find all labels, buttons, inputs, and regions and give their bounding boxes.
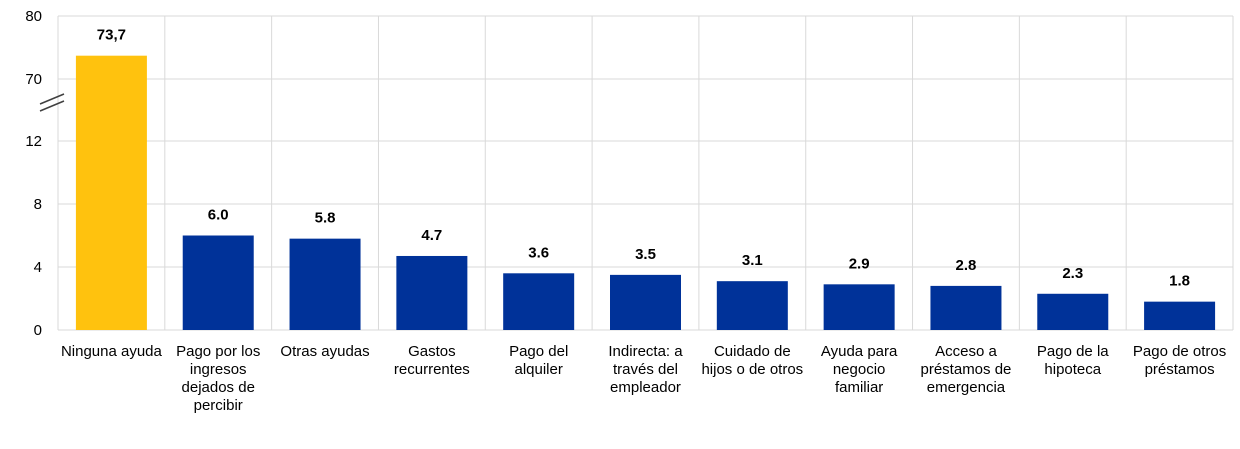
data-labels: 73,7 6.0 5.8 4.7 3.6 3.5 3.1 2.9 2.8 2.3 1.8 bbox=[97, 27, 1190, 290]
y-tick-label: 80 bbox=[25, 8, 42, 25]
bar bbox=[823, 284, 895, 330]
data-label: 5.8 bbox=[315, 210, 336, 227]
bar bbox=[289, 238, 361, 330]
bar bbox=[716, 281, 788, 330]
y-tick-label: 8 bbox=[34, 196, 42, 213]
bar bbox=[930, 285, 1002, 330]
data-label: 3.5 bbox=[635, 246, 656, 263]
data-label: 3.1 bbox=[742, 252, 763, 269]
x-tick-label: Ayuda para negocio familiar bbox=[820, 343, 898, 396]
x-tick-label: Gastos recurrentes bbox=[393, 343, 470, 378]
y-tick-label: 12 bbox=[25, 133, 42, 150]
y-tick-label: 70 bbox=[25, 71, 42, 88]
data-label: 1.8 bbox=[1169, 273, 1190, 290]
bar bbox=[1144, 301, 1216, 330]
data-label: 3.6 bbox=[528, 244, 549, 261]
data-label: 2.3 bbox=[1062, 265, 1083, 282]
x-tick-label: Pago de la hipoteca bbox=[1036, 343, 1109, 378]
data-label: 4.7 bbox=[421, 227, 442, 244]
bars-group bbox=[75, 55, 1216, 330]
bar bbox=[610, 274, 681, 330]
bar bbox=[503, 273, 575, 330]
x-tick-label: Cuidado de hijos o de otros bbox=[701, 343, 804, 378]
x-tick-label: Otras ayudas bbox=[280, 343, 370, 360]
y-tick-label: 4 bbox=[34, 259, 42, 276]
x-tick-label: Indirecta: a través del empleador bbox=[608, 343, 683, 396]
y-axis-ticks: 0 4 8 12 70 80 bbox=[25, 8, 42, 339]
data-label: 73,7 bbox=[97, 27, 126, 44]
data-label: 2.9 bbox=[849, 255, 870, 272]
bar bbox=[396, 255, 468, 330]
data-label: 2.8 bbox=[956, 257, 977, 274]
x-tick-label: Pago de otros préstamos bbox=[1132, 343, 1227, 378]
x-tick-label: Pago por los ingresos dejados de percibi… bbox=[176, 343, 261, 414]
bar bbox=[75, 55, 147, 330]
bar bbox=[182, 235, 254, 330]
x-tick-label: Ninguna ayuda bbox=[60, 343, 162, 360]
y-tick-label: 0 bbox=[34, 322, 42, 339]
axis-break-icon bbox=[39, 93, 65, 112]
bar bbox=[1037, 293, 1109, 330]
x-tick-label: Acceso a préstamos de emergencia bbox=[920, 343, 1012, 396]
data-label: 6.0 bbox=[208, 207, 229, 224]
x-tick-label: Pago del alquiler bbox=[509, 343, 569, 378]
